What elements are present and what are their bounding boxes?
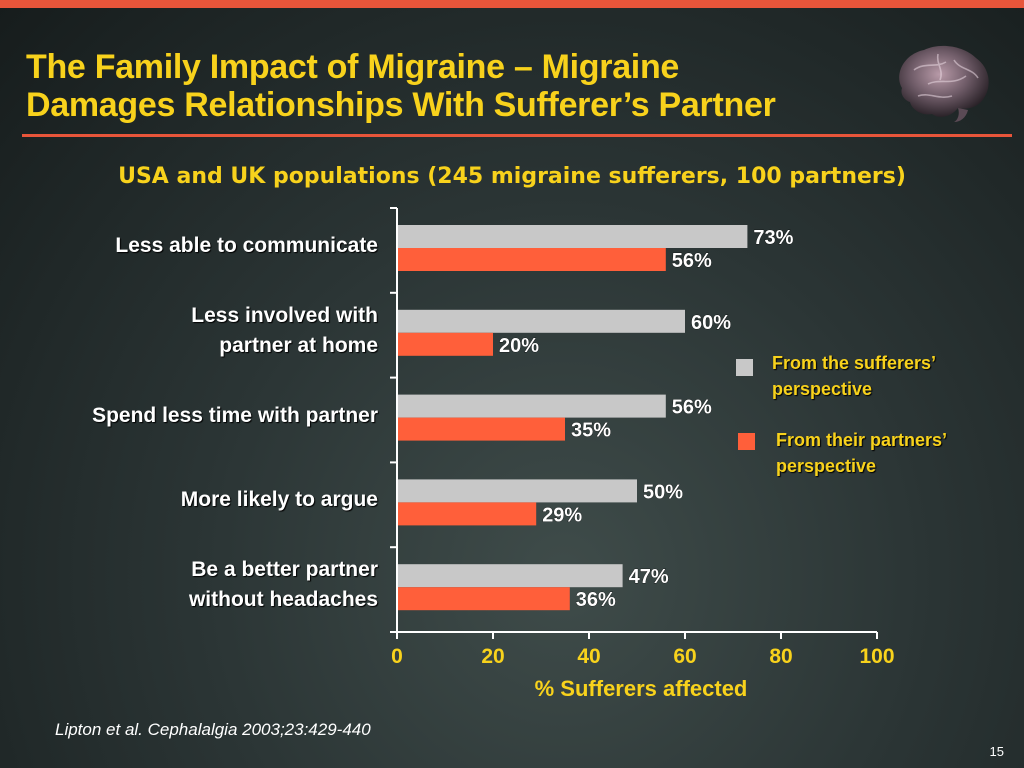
bar-value-label: 56% [672, 397, 712, 419]
bar-partners [398, 502, 537, 526]
bar-partners [398, 248, 666, 271]
citation: Lipton et al. Cephalalgia 2003;23:429-44… [55, 720, 371, 739]
x-tick-label: 100 [859, 645, 894, 668]
brain-icon [899, 45, 989, 122]
chart-subtitle: USA and UK populations (245 migraine suf… [118, 164, 906, 189]
category-label-line: Spend less time with partner [92, 403, 378, 427]
category-label-line: Less involved with [191, 303, 378, 327]
category-label-line: More likely to argue [180, 488, 378, 512]
bar-value-label: 47% [629, 566, 669, 588]
title-underline [22, 134, 1012, 137]
bar-partners [398, 417, 565, 441]
category-label-line: Less able to communicate [115, 234, 378, 257]
category-label: Be a better partner without headaches [8, 555, 378, 615]
title-line-2: Damages Relationships With Sufferer’s Pa… [26, 86, 776, 124]
top-accent-strip [0, 0, 1024, 8]
bar-value-label: 20% [499, 335, 539, 357]
x-tick-label: 80 [769, 645, 792, 668]
x-tick-label: 0 [391, 645, 403, 668]
category-label-line: partner at home [219, 333, 378, 357]
category-label-line: without headaches [188, 588, 378, 612]
bar-value-label: 50% [643, 481, 683, 503]
x-tick-label: 40 [577, 645, 600, 668]
bar-sufferers [398, 564, 623, 588]
category-label: Spend less time with partner [8, 401, 378, 431]
x-tick-label: 60 [673, 645, 696, 668]
bar-value-label: 35% [571, 420, 611, 442]
x-axis-label: % Sufferers affected [534, 676, 748, 701]
bar-sufferers [398, 309, 685, 333]
bar-partners [398, 332, 493, 356]
bar-sufferers [398, 394, 666, 418]
bar-value-label: 60% [691, 312, 731, 334]
bar-value-label: 29% [542, 504, 582, 526]
bar-sufferers [398, 479, 637, 503]
legend-label-sufferers: From the sufferers’ perspective [772, 353, 937, 399]
category-label: Less able to communicate [8, 231, 378, 261]
category-label-line: Be a better partner [191, 558, 378, 582]
bar-value-label: 73% [753, 227, 793, 249]
bar-value-label: 36% [576, 589, 616, 611]
x-tick-label: 20 [481, 645, 504, 668]
legend-swatch-partners [738, 433, 755, 450]
category-label: Less involved with partner at home [8, 301, 378, 361]
slide-title: The Family Impact of Migraine – Migraine… [26, 48, 926, 124]
bar-sufferers [398, 225, 748, 248]
bar-value-label: 56% [672, 250, 712, 272]
bar-partners [398, 587, 570, 611]
legend-swatch-sufferers [736, 359, 753, 376]
category-label: More likely to argue [8, 485, 378, 515]
page-number: 15 [989, 744, 1004, 759]
legend-label-partners: From their partners’ perspective [776, 430, 948, 476]
title-line-1: The Family Impact of Migraine – Migraine [26, 48, 680, 86]
